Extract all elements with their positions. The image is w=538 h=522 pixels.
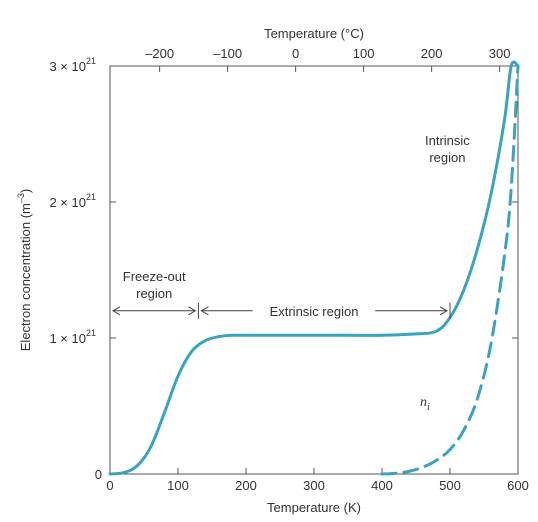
x2-tick-label: –200 bbox=[145, 46, 174, 61]
top-axis-title: Temperature (°C) bbox=[264, 26, 364, 41]
x2-tick-label: 100 bbox=[353, 46, 375, 61]
x-tick-label: 0 bbox=[106, 478, 113, 493]
ticks: 0 100 200 300 400 500 600 –200 –100 0 100 200 300 0 1 … bbox=[49, 46, 528, 493]
extrinsic-arrowhead-right bbox=[439, 306, 449, 316]
bottom-axis-title: Temperature (K) bbox=[267, 500, 361, 515]
x-tick-label: 300 bbox=[303, 478, 325, 493]
intrinsic-label: Intrinsic bbox=[425, 133, 470, 148]
y-tick-label: 0 bbox=[95, 467, 102, 482]
x2-tick-label: 0 bbox=[292, 46, 299, 61]
x-tick-label: 600 bbox=[507, 478, 529, 493]
x-tick-label: 200 bbox=[235, 478, 257, 493]
y-tick-label: 3 × 1021 bbox=[49, 56, 96, 74]
x2-tick-label: 200 bbox=[421, 46, 443, 61]
extrinsic-label: Extrinsic region bbox=[270, 304, 359, 319]
x-tick-label: 500 bbox=[439, 478, 461, 493]
x-tick-label: 400 bbox=[371, 478, 393, 493]
annotations: Freeze-out region Extrinsic region Intrinsi… bbox=[111, 133, 470, 319]
y-tick-label: 2 × 1021 bbox=[49, 192, 96, 210]
x2-tick-label: –100 bbox=[213, 46, 242, 61]
series-ni-line bbox=[380, 64, 520, 476]
series-electron-line bbox=[108, 60, 520, 476]
freeze-out-arrowhead-right bbox=[188, 306, 197, 316]
y-axis-title: Electron concentration (m–3) bbox=[16, 189, 33, 351]
y-tick-label: 1 × 1021 bbox=[49, 328, 96, 346]
intrinsic-label: region bbox=[429, 150, 465, 165]
series: ni bbox=[108, 60, 520, 476]
freeze-out-label: region bbox=[136, 286, 172, 301]
extrinsic-arrowhead-left bbox=[200, 306, 209, 316]
freeze-out-arrowhead-left bbox=[111, 306, 121, 316]
freeze-out-label: Freeze-out bbox=[123, 269, 186, 284]
x2-tick-label: 300 bbox=[489, 46, 511, 61]
series-label-ni: ni bbox=[420, 395, 430, 413]
x-tick-label: 100 bbox=[167, 478, 189, 493]
